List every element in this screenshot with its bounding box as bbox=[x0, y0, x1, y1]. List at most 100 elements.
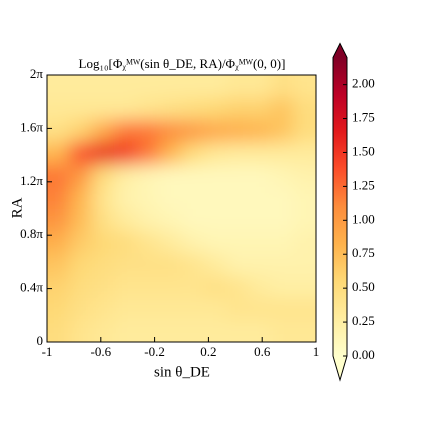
colorbar-tick-label: 1.75 bbox=[352, 110, 375, 125]
heatmap-cell bbox=[271, 186, 295, 209]
heatmap-cell bbox=[248, 275, 272, 298]
heatmap-cell bbox=[69, 97, 93, 120]
heatmap-cell bbox=[69, 319, 93, 342]
plot-frame bbox=[46, 74, 317, 343]
heatmap-cell bbox=[47, 141, 70, 165]
heatmap-cell bbox=[91, 297, 115, 321]
heatmap-cell bbox=[114, 141, 138, 165]
heatmap-cell bbox=[181, 186, 205, 209]
heatmap-cell bbox=[248, 208, 272, 232]
heatmap-cell bbox=[293, 230, 316, 254]
heatmap-cell bbox=[181, 97, 205, 120]
heatmap-cell bbox=[159, 186, 183, 209]
heatmap-cell bbox=[203, 141, 227, 165]
heatmap-cell bbox=[159, 319, 183, 342]
heatmap-cell bbox=[181, 119, 205, 143]
heatmap-cell bbox=[114, 297, 138, 321]
x-axis-label: sin θ_DE bbox=[154, 364, 210, 380]
heatmap-cell bbox=[226, 186, 250, 209]
heatmap-cell bbox=[293, 319, 316, 342]
heatmap-cell bbox=[47, 230, 70, 254]
x-tick-label: 0.2 bbox=[200, 344, 216, 359]
heatmap-cell bbox=[271, 75, 295, 98]
heatmap-cell bbox=[293, 297, 316, 321]
heatmap-cell bbox=[271, 97, 295, 120]
heatmap-cell bbox=[271, 164, 295, 187]
heatmap-cell bbox=[159, 275, 183, 298]
heatmap-cell bbox=[226, 164, 250, 187]
colorbar-tick-label: 1.25 bbox=[352, 177, 375, 192]
heatmap-cell bbox=[248, 319, 272, 342]
heatmap-cell bbox=[91, 119, 115, 143]
colorbar-tick-label: 0.00 bbox=[352, 347, 375, 362]
heatmap-cell bbox=[69, 230, 93, 254]
heatmap-cell bbox=[91, 186, 115, 209]
heatmap-cell bbox=[91, 319, 115, 342]
heatmap-cell bbox=[114, 230, 138, 254]
heatmap-cell bbox=[226, 75, 250, 98]
heatmap-cell bbox=[248, 75, 272, 98]
heatmap-cell bbox=[293, 119, 316, 143]
heatmap-cell bbox=[203, 230, 227, 254]
heatmap-cell bbox=[226, 297, 250, 321]
heatmap-cell bbox=[203, 275, 227, 298]
heatmap-cell bbox=[136, 230, 160, 254]
heatmap-cell bbox=[159, 97, 183, 120]
y-tick-label: 2π bbox=[30, 66, 44, 81]
heatmap-cell bbox=[159, 253, 183, 276]
heatmap-cell bbox=[203, 297, 227, 321]
heatmap-cell bbox=[248, 297, 272, 321]
y-tick-label: 0.4π bbox=[20, 280, 43, 295]
heatmap-cell bbox=[203, 164, 227, 187]
y-axis-label: RA bbox=[9, 197, 25, 218]
y-tick-label: 1.2π bbox=[20, 173, 43, 188]
heatmap-cell bbox=[91, 253, 115, 276]
heatmap-cell bbox=[203, 75, 227, 98]
heatmap-cell bbox=[136, 164, 160, 187]
heatmap-cell bbox=[114, 319, 138, 342]
heatmap-cell bbox=[114, 97, 138, 120]
colorbar-extend-bottom bbox=[333, 356, 347, 380]
heatmap-cell bbox=[181, 208, 205, 232]
heatmap-cell bbox=[69, 186, 93, 209]
heatmap-cell bbox=[114, 253, 138, 276]
heatmap-cell bbox=[91, 141, 115, 165]
heatmap-cell bbox=[47, 97, 70, 120]
colorbar-extend-top bbox=[333, 43, 347, 58]
heatmap-cell bbox=[226, 230, 250, 254]
heatmap-cell bbox=[181, 164, 205, 187]
colorbar-tick-label: 0.25 bbox=[352, 313, 375, 328]
heatmap-cell bbox=[203, 319, 227, 342]
heatmap-cell bbox=[47, 164, 70, 187]
heatmap-cell bbox=[69, 253, 93, 276]
heatmap-cell bbox=[114, 119, 138, 143]
colorbar-tick-label: 1.50 bbox=[352, 143, 375, 158]
heatmap-cell bbox=[271, 141, 295, 165]
heatmap-cell bbox=[69, 75, 93, 98]
heatmap-cell bbox=[203, 253, 227, 276]
heatmap-cell bbox=[159, 119, 183, 143]
heatmap-cell bbox=[293, 164, 316, 187]
heatmap-cell bbox=[136, 297, 160, 321]
heatmap-cell bbox=[181, 253, 205, 276]
heatmap-cell bbox=[271, 275, 295, 298]
heatmap-cell bbox=[159, 230, 183, 254]
colorbar-tick-label: 0.50 bbox=[352, 279, 375, 294]
heatmap-cell bbox=[159, 164, 183, 187]
heatmap-cell bbox=[136, 319, 160, 342]
heatmap-cell bbox=[181, 141, 205, 165]
heatmap-cell bbox=[271, 119, 295, 143]
heatmap-cell bbox=[293, 275, 316, 298]
x-tick-label: -0.2 bbox=[144, 344, 165, 359]
heatmap-cell bbox=[47, 253, 70, 276]
heatmap-cell bbox=[136, 208, 160, 232]
heatmap-cell bbox=[136, 97, 160, 120]
heatmap-cells bbox=[47, 75, 316, 342]
heatmap-cell bbox=[293, 97, 316, 120]
heatmap-cell bbox=[136, 119, 160, 143]
heatmap-cell bbox=[91, 208, 115, 232]
heatmap-cell bbox=[136, 253, 160, 276]
heatmap-cell bbox=[159, 141, 183, 165]
heatmap-cell bbox=[91, 97, 115, 120]
